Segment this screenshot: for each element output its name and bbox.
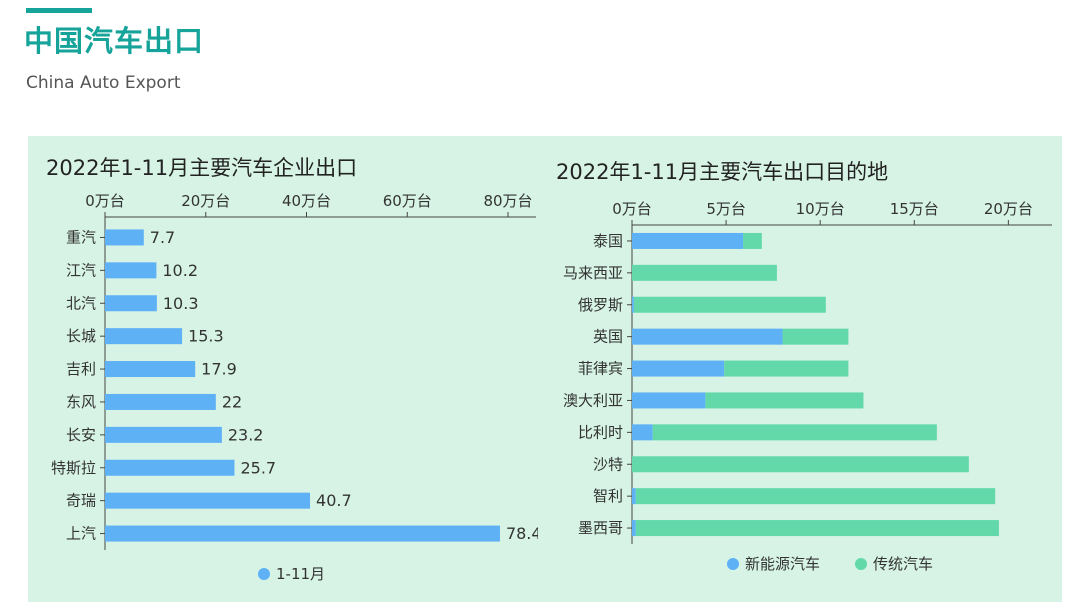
bar (724, 360, 849, 377)
bar (105, 492, 311, 509)
bar (105, 393, 216, 410)
x-tick-label: 60万台 (383, 192, 432, 210)
bar (633, 296, 826, 313)
x-tick-label: 0万台 (85, 192, 125, 210)
bar (632, 520, 636, 537)
page-title: 中国汽车出口 (24, 24, 205, 58)
category-label: 长安 (66, 426, 96, 444)
chart-panel: 2022年1-11月主要汽车企业出口 2022年1-11月主要汽车出口目的地 0… (28, 136, 1062, 602)
bar (632, 328, 783, 345)
bar (632, 296, 634, 313)
x-tick-label: 0万台 (612, 200, 652, 218)
bar (632, 392, 706, 409)
bar (632, 424, 653, 441)
bar (105, 525, 500, 542)
category-label: 泰国 (593, 232, 623, 250)
category-label: 长城 (66, 327, 96, 345)
category-label: 墨西哥 (578, 519, 623, 537)
x-tick-label: 10万台 (796, 200, 845, 218)
x-tick-label: 20万台 (181, 192, 230, 210)
legend-label: 新能源汽车 (745, 555, 820, 573)
legend-marker (855, 558, 867, 570)
category-label: 比利时 (578, 423, 623, 441)
destination-export-chart: 0万台 5万台 10万台 15万台 20万台泰国马来西亚俄罗斯英国菲律宾澳大利亚比利时沙… (563, 200, 1052, 573)
data-label: 15.3 (188, 327, 224, 346)
data-label: 7.7 (150, 228, 175, 247)
x-tick-label: 15万台 (890, 200, 939, 218)
bar (632, 232, 744, 249)
bar (105, 426, 222, 443)
category-label: 上汽 (66, 525, 96, 543)
bar (632, 488, 636, 505)
bar (632, 264, 777, 281)
bar (635, 488, 996, 505)
bar (652, 424, 937, 441)
data-label: 22 (222, 392, 242, 411)
bar (105, 295, 157, 312)
data-label: 23.2 (228, 425, 264, 444)
category-label: 英国 (593, 328, 623, 346)
right-chart-title: 2022年1-11月主要汽车出口目的地 (556, 160, 889, 184)
bar (105, 459, 235, 476)
category-label: 澳大利亚 (563, 391, 623, 409)
legend-marker (727, 558, 739, 570)
category-label: 重汽 (66, 228, 96, 246)
category-label: 马来西亚 (563, 264, 623, 282)
bar (635, 520, 999, 537)
category-label: 江汽 (66, 261, 96, 279)
data-label: 40.7 (316, 491, 352, 510)
category-label: 奇瑞 (66, 492, 96, 510)
bar (105, 328, 183, 345)
category-label: 东风 (66, 393, 96, 411)
x-tick-label: 5万台 (706, 200, 746, 218)
category-label: 特斯拉 (51, 459, 96, 477)
category-label: 吉利 (66, 360, 96, 378)
legend-marker (258, 568, 270, 580)
x-tick-label: 40万台 (282, 192, 331, 210)
x-tick-label: 80万台 (483, 192, 532, 210)
x-tick-label: 20万台 (984, 200, 1033, 218)
category-label: 北汽 (66, 294, 96, 312)
legend-label: 1-11月 (276, 565, 325, 583)
category-label: 沙特 (593, 455, 623, 473)
data-label: 10.2 (162, 261, 198, 280)
accent-bar (26, 8, 92, 13)
bar (105, 262, 157, 279)
bar (105, 361, 196, 378)
legend-label: 传统汽车 (873, 555, 933, 573)
bar (632, 360, 725, 377)
category-label: 智利 (593, 487, 623, 505)
data-label: 10.3 (163, 294, 199, 313)
category-label: 菲律宾 (578, 360, 623, 378)
page-subtitle: China Auto Export (26, 73, 181, 93)
bar (705, 392, 864, 409)
bar (743, 232, 762, 249)
data-label: 25.7 (240, 458, 276, 477)
bar (105, 229, 144, 246)
category-label: 俄罗斯 (578, 296, 623, 314)
data-label: 78.4 (506, 524, 538, 543)
data-label: 17.9 (201, 360, 237, 379)
bar (632, 456, 969, 473)
left-chart-title: 2022年1-11月主要汽车企业出口 (46, 156, 358, 180)
bar (782, 328, 849, 345)
